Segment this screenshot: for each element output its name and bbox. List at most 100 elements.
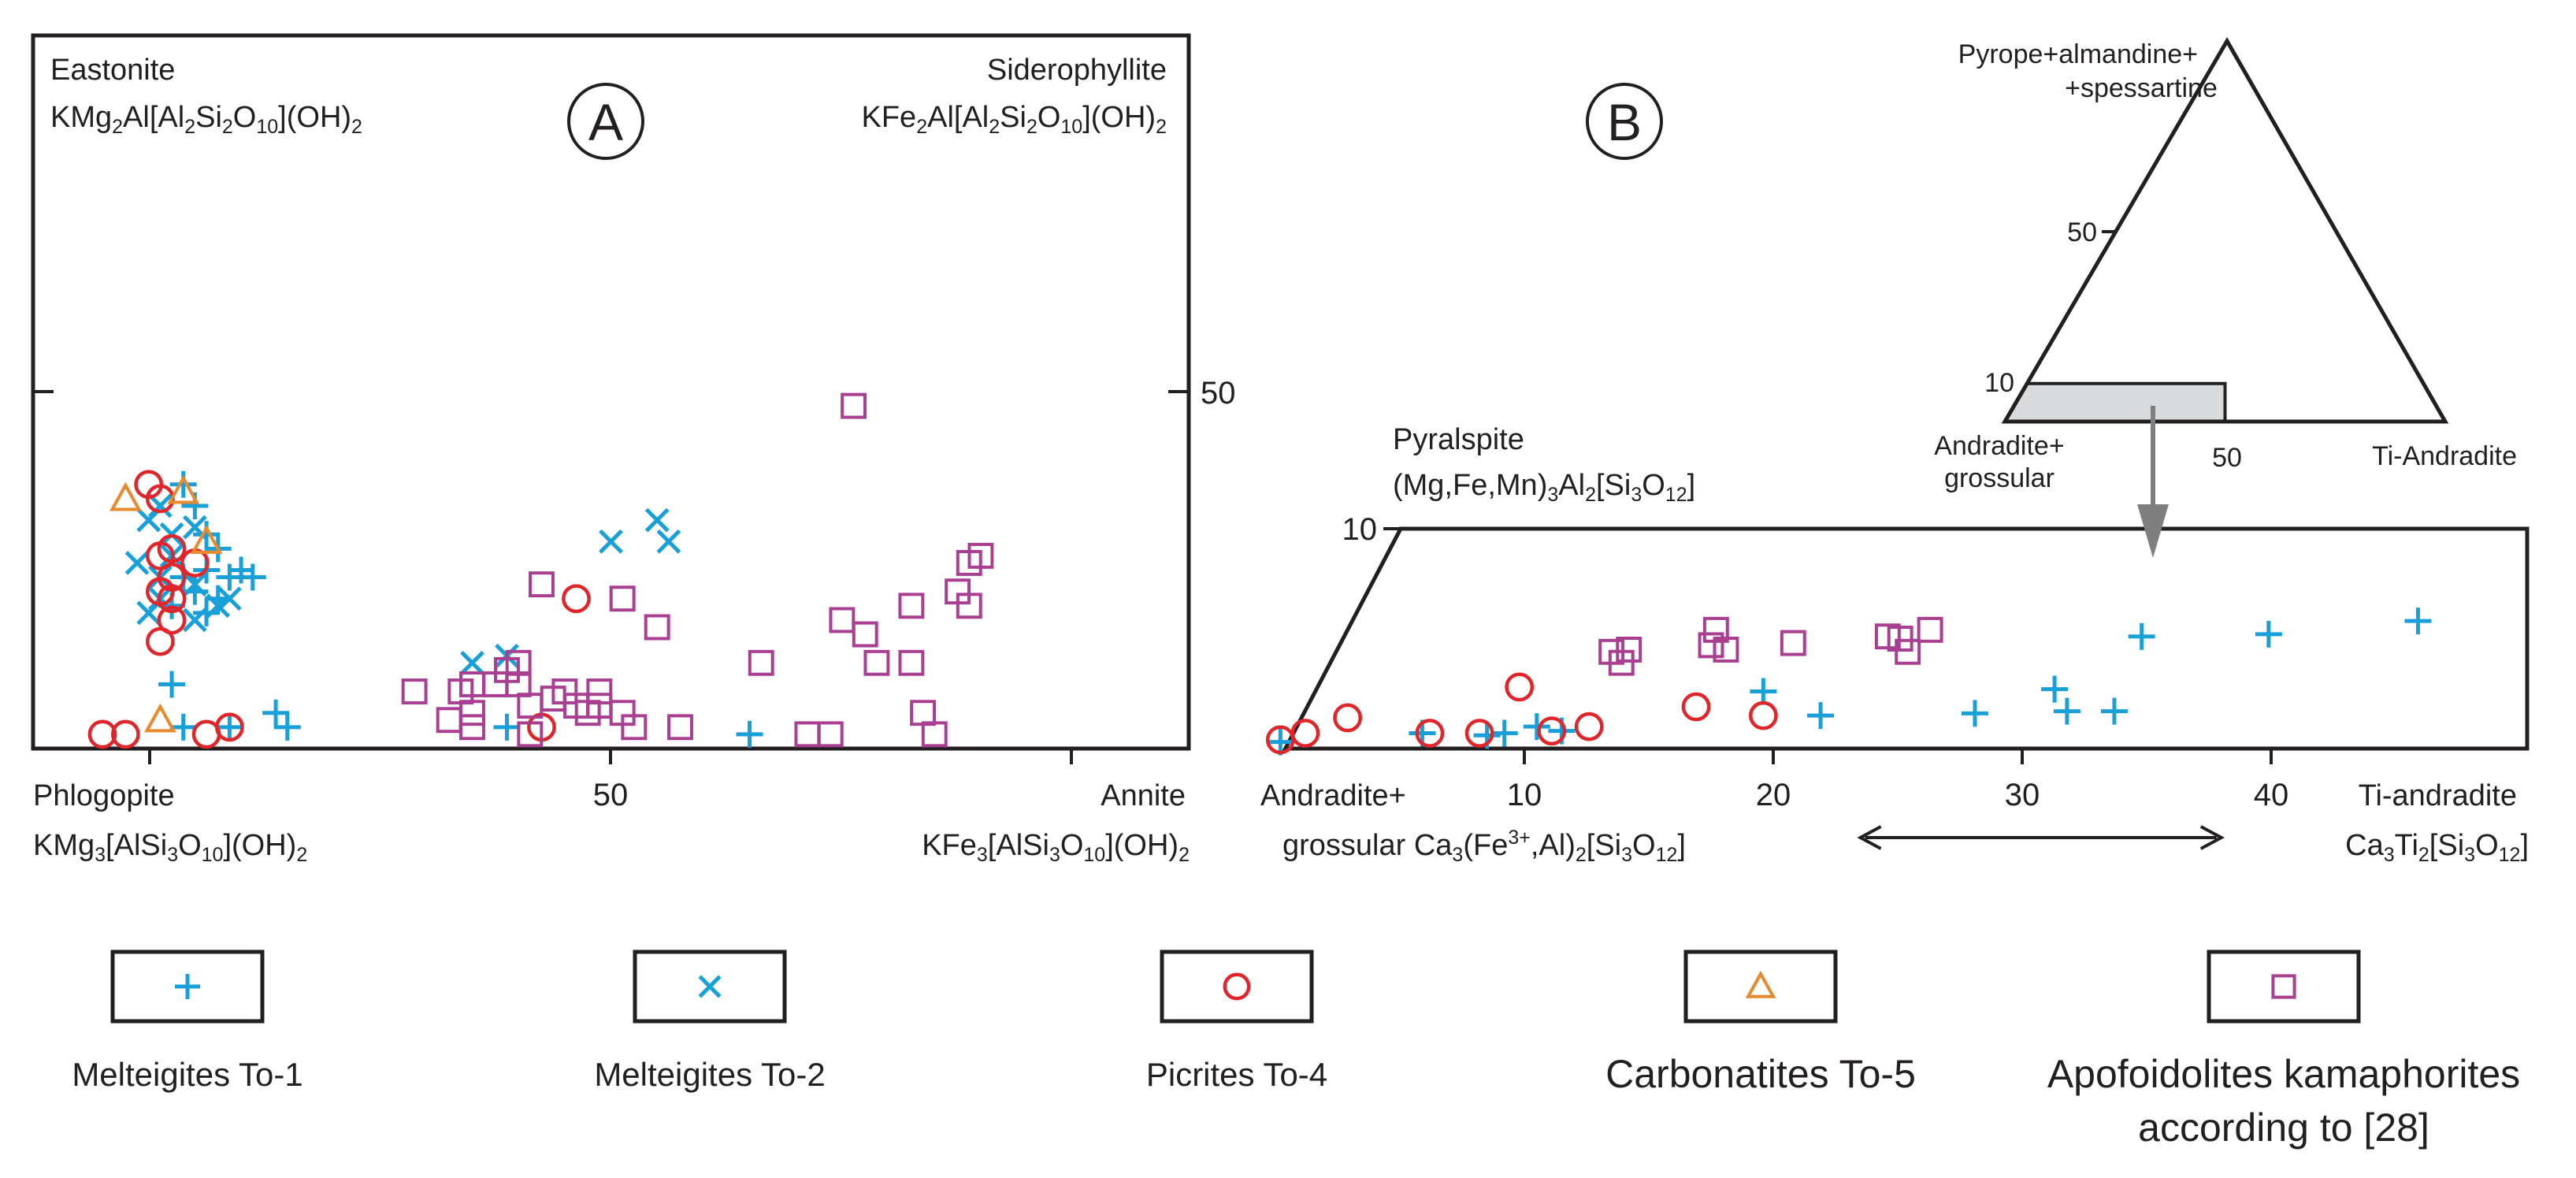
panel-a-point-circle-10 — [562, 584, 591, 614]
legend: Melteigites To-1 Melteigites To-2 Picrites… — [72, 949, 2520, 1150]
legend-label-1: Melteigites To-1 — [72, 1056, 303, 1093]
panel-a-point-square-38 — [667, 714, 693, 741]
panel-a-point-circle-12-shape — [214, 712, 244, 742]
legend-label-5-line2: according to [28] — [2138, 1106, 2429, 1150]
panel-b-point-circle-9-shape — [1748, 700, 1778, 730]
legend-item-1: Melteigites To-1 — [72, 949, 303, 1093]
panel-b-point-square-5-shape — [1713, 637, 1739, 663]
panel-b-point-square-3-shape — [1698, 632, 1724, 659]
panel-a-point-square-4 — [401, 678, 428, 704]
panel-a-label-circle — [567, 83, 644, 160]
panel-a-point-square-19-shape — [517, 721, 544, 748]
range-arrow-head-right — [2199, 825, 2225, 850]
range-double-arrow — [1857, 825, 2225, 850]
panel-b-point-square-10 — [1917, 616, 1943, 643]
panel-a-point-square-23-shape — [459, 700, 485, 726]
panel-b-point-circle-7-shape — [1574, 712, 1604, 741]
panel-a-point-x-4-shape — [124, 551, 150, 575]
panel-a-point-square-34 — [956, 593, 982, 619]
panel-a-point-plus-8-shape — [239, 563, 266, 591]
panel-a-point-circle-12 — [214, 712, 244, 742]
panel-a-point-x-7 — [183, 572, 207, 596]
ternary-apex-label-1: Pyrope+almandine+ — [1958, 39, 2198, 69]
panel-b-point-plus-13 — [2255, 620, 2282, 648]
panel-b-point-plus-3 — [1490, 719, 1518, 747]
panel-a-point-circle-13 — [87, 719, 117, 749]
panel-a-point-square-37 — [748, 649, 774, 676]
panel-a-point-plus-12-shape — [193, 599, 221, 626]
legend-box-4 — [1683, 949, 1838, 1024]
panel-a-point-x-4 — [124, 551, 150, 575]
panel-a-point-plus-19 — [736, 720, 763, 748]
panel-a-point-plus-17-shape — [262, 699, 290, 726]
panel-b-point-plus-7-shape — [1807, 702, 1835, 730]
panel-a-point-x-17 — [599, 529, 623, 554]
panel-a-point-plus-19-shape — [736, 720, 763, 748]
panel-b-point-plus-10-shape — [2053, 697, 2080, 725]
panel-a-point-plus-14-shape — [169, 713, 197, 741]
panel-b-y-tick-label: 10 — [1342, 512, 1378, 547]
panel-a-point-square-18-shape — [459, 714, 485, 741]
panel-b-point-circle-7 — [1574, 712, 1604, 741]
legend-box-1 — [110, 949, 265, 1024]
panel-a-point-x-10-shape — [217, 586, 242, 611]
panel-a-point-circle-7 — [157, 584, 187, 614]
panel-a-point-square-19 — [517, 721, 544, 748]
range-arrow-head-left — [1857, 825, 1882, 850]
panel-a-point-circle-13-shape — [87, 719, 117, 749]
panel-a-point-plus-18-shape — [493, 713, 521, 741]
panel-b-point-circle-1 — [1290, 719, 1320, 748]
panel-a-point-x-16 — [656, 529, 681, 554]
panel-a: 50 50 A Eastonite KMg2Al[Al2Si2O10](OH)2… — [31, 33, 1236, 866]
panel-b-point-circle-8-shape — [1681, 692, 1711, 722]
legend-box-2 — [633, 949, 787, 1024]
panel-a-point-x-11-shape — [136, 600, 161, 626]
panel-a-point-square-29-shape — [898, 649, 925, 676]
panel-a-y-tick-label: 50 — [1201, 376, 1236, 411]
andradite-grossular-label: Andradite+ — [1260, 779, 1406, 812]
panel-a-point-square-4-shape — [401, 678, 428, 704]
panel-a-point-x-12 — [183, 608, 207, 633]
panel-b-x-tick-label-30: 30 — [2005, 778, 2040, 812]
panel-a-point-x-13-shape — [460, 650, 484, 675]
panel-b-point-circle-2-shape — [1333, 703, 1363, 733]
legend-item-3: Picrites To-4 — [1146, 949, 1327, 1093]
siderophyllite-label: Siderophyllite — [987, 54, 1167, 87]
panel-a-point-square-17 — [436, 707, 462, 734]
panel-b-point-square-2-shape — [1616, 637, 1642, 663]
legend-marker-x — [698, 975, 722, 998]
ternary-shaded-region — [2002, 381, 2227, 423]
panel-b-point-square-1-shape — [1608, 649, 1635, 676]
panel-a-point-triangle-0 — [109, 481, 142, 511]
panel-b-point-square-10-shape — [1917, 616, 1943, 643]
panel-a-point-plus-16 — [273, 713, 301, 741]
panel-a-point-square-2-shape — [609, 585, 636, 612]
siderophyllite-formula: KFe2Al[Al2Si2O10](OH)2 — [861, 101, 1167, 138]
panel-b-point-circle-9 — [1748, 700, 1778, 730]
ternary-inset: 50 10 50 Pyrope+almandine+ +spessartine … — [1934, 37, 2517, 558]
panel-a-x-tick-label: 50 — [593, 778, 629, 812]
panel-a-point-square-38-shape — [667, 714, 693, 741]
panel-b-point-square-2 — [1616, 637, 1642, 663]
panel-a-point-square-28 — [863, 649, 890, 676]
legend-box-3 — [1160, 949, 1314, 1024]
panel-a-point-square-17-shape — [436, 707, 462, 734]
panel-b-point-plus-12 — [2128, 622, 2155, 650]
panel-b-point-plus-14-shape — [2404, 608, 2432, 635]
eastonite-formula: KMg2Al[Al2Si2O10](OH)2 — [50, 101, 362, 138]
panel-b-x-tick-label-20: 20 — [1756, 778, 1791, 812]
panel-b-point-square-9 — [1895, 638, 1921, 665]
panel-a-point-square-22-shape — [621, 714, 648, 741]
panel-b-point-square-6 — [1780, 630, 1806, 656]
panel-a-point-square-16 — [586, 678, 613, 704]
panel-b-point-plus-9-shape — [2041, 675, 2069, 703]
panel-a-point-square-25 — [817, 721, 844, 748]
panel-a-point-x-1-shape — [136, 507, 161, 533]
legend-label-3: Picrites To-4 — [1146, 1056, 1327, 1093]
panel-a-point-triangle-1 — [167, 474, 200, 504]
ti-andradite-label: Ti-andradite — [2359, 779, 2517, 812]
andradite-grossular-formula: grossular Ca3(Fe3+,Al)2[Si3O12] — [1282, 827, 1686, 866]
panel-b-x-ticks: 10 20 30 40 — [1507, 749, 2288, 812]
panel-b-point-plus-6 — [1750, 678, 1777, 705]
